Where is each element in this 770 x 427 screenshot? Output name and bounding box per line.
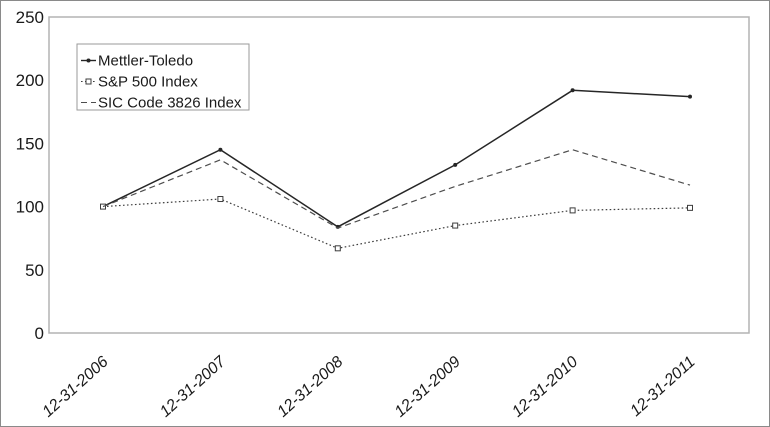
series-point-s-p-500-index <box>334 245 341 252</box>
y-tick-label: 0 <box>35 324 44 343</box>
legend-entry-sic-code-3826-index: SIC Code 3826 Index <box>81 95 242 112</box>
y-tick-label: 100 <box>16 198 44 217</box>
series-line-s-p-500-index <box>102 198 691 249</box>
y-tick-label: 250 <box>16 8 44 27</box>
series-point-mettler-toledo <box>570 88 575 93</box>
series-line-mettler-toledo <box>102 89 691 228</box>
x-tick-label: 12-31-2008 <box>274 353 346 420</box>
legend-label: SIC Code 3826 Index <box>98 95 242 112</box>
x-tick-label: 12-31-2011 <box>627 353 698 420</box>
series-sic-code-3826-index <box>102 149 691 229</box>
series-point-s-p-500-index <box>217 196 224 203</box>
series-point-mettler-toledo <box>453 162 458 167</box>
x-tick-label: 12-31-2006 <box>39 353 111 420</box>
series-point-mettler-toledo <box>688 94 692 99</box>
series-point-s-p-500-index <box>687 204 693 211</box>
legend-marker <box>86 58 91 63</box>
legend: Mettler-Toledo S&P 500 Index SIC Code 3826… <box>76 43 250 112</box>
x-tick-label: 12-31-2009 <box>392 353 464 420</box>
y-tick-label: 150 <box>16 134 44 153</box>
legend-label: S&P 500 Index <box>98 74 198 91</box>
series-point-s-p-500-index <box>452 222 459 229</box>
y-tick-label: 50 <box>25 261 44 280</box>
legend-label: Mettler-Toledo <box>98 53 193 70</box>
x-tick-label: 12-31-2007 <box>157 353 230 421</box>
series-line-sic-code-3826-index <box>102 149 691 229</box>
y-tick-label: 200 <box>16 71 44 90</box>
legend-marker <box>85 78 92 85</box>
series-point-s-p-500-index <box>569 207 576 214</box>
legend-box <box>76 43 250 111</box>
legend-entry-mettler-toledo: Mettler-Toledo <box>81 53 193 70</box>
x-tick-label: 12-31-2010 <box>509 353 581 420</box>
series-point-mettler-toledo <box>218 147 223 152</box>
legend-entry-s-p-500-index: S&P 500 Index <box>81 74 198 91</box>
